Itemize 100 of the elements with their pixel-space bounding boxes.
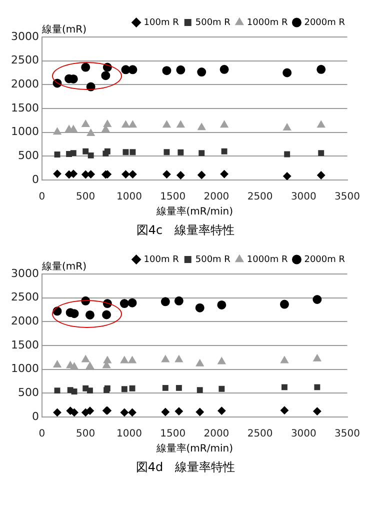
x-axis-title: 線量率(mR/min) [155, 206, 234, 218]
point [217, 300, 226, 310]
point [54, 388, 60, 394]
point [70, 362, 78, 370]
point [178, 149, 184, 156]
point [174, 296, 184, 306]
point [176, 120, 185, 128]
y-tick-label: 2500 [10, 54, 39, 67]
y-tick-label: 3000 [10, 30, 39, 43]
point [82, 148, 89, 154]
x-tick-label: 1000 [116, 192, 142, 203]
point [122, 120, 130, 128]
point [160, 297, 170, 306]
y-axis-title: 線量(mR) [40, 24, 87, 36]
point [162, 170, 171, 178]
point [314, 384, 320, 390]
y-tick-label: 1000 [10, 125, 39, 138]
x-tick-label: 1000 [116, 428, 142, 440]
y-tick-label: 2500 [10, 290, 39, 304]
point [81, 62, 90, 72]
x-tick-label: 3000 [290, 192, 316, 203]
x-tick-label: 2000 [204, 428, 230, 440]
point [82, 120, 90, 127]
point [122, 170, 130, 178]
point [161, 355, 170, 362]
y-tick-label: 1500 [10, 338, 39, 352]
legend-label: 100m R [144, 254, 179, 265]
x-tick-label: 1500 [160, 192, 186, 203]
point [176, 171, 185, 180]
point [220, 120, 228, 128]
point [129, 385, 136, 392]
x-axis-title: 線量率(mR/min) [155, 442, 234, 455]
point [195, 303, 204, 312]
point [282, 384, 288, 390]
y-tick-label: 2000 [10, 314, 39, 328]
point [198, 170, 206, 179]
point [280, 406, 288, 414]
point [174, 407, 183, 416]
point [128, 65, 138, 74]
point [176, 384, 182, 391]
point [317, 120, 326, 128]
point [103, 356, 112, 364]
x-tick-label: 3500 [334, 428, 360, 440]
point [130, 149, 136, 156]
legend-label: 1000m R [246, 254, 288, 265]
point [53, 128, 62, 135]
x-tick-label: 3500 [334, 192, 360, 203]
point [86, 388, 93, 394]
point [86, 129, 95, 136]
legend-label: 500m R [195, 254, 230, 265]
point [316, 64, 326, 74]
point [104, 148, 110, 154]
x-tick-label: 3000 [290, 428, 316, 440]
point [88, 152, 94, 158]
point [128, 170, 137, 178]
point [70, 150, 76, 156]
point [198, 123, 206, 130]
point [128, 120, 137, 128]
legend-label: 2000m R [304, 18, 346, 28]
point [282, 68, 292, 78]
text: 図4d 線量率特性 [134, 459, 236, 476]
point [280, 356, 288, 364]
y-axis-title: 線量(mR) [40, 262, 87, 273]
point [176, 65, 186, 74]
point [197, 68, 206, 77]
point [218, 406, 226, 415]
point [102, 310, 112, 320]
point [284, 151, 290, 158]
x-tick-label: 500 [76, 428, 96, 440]
legend-label: 2000m R [304, 254, 346, 265]
point [162, 66, 172, 76]
y-tick-label: 1000 [10, 362, 39, 376]
point [196, 408, 204, 416]
point [162, 384, 168, 391]
point [71, 388, 78, 394]
point [128, 356, 136, 364]
point [120, 299, 129, 308]
point [317, 171, 326, 180]
point [86, 362, 94, 369]
point [128, 298, 137, 308]
legend-label: 1000m R [246, 18, 288, 28]
point [312, 295, 322, 304]
point [103, 120, 112, 127]
point [283, 172, 292, 180]
point [120, 408, 128, 416]
point [174, 355, 183, 362]
y-tick-label: 2000 [10, 78, 39, 91]
point [280, 300, 289, 309]
y-tick-label: 3000 [10, 266, 39, 280]
point [283, 124, 292, 131]
x-tick-label: 2000 [204, 192, 230, 203]
point [220, 64, 229, 74]
y-tick-label: 0 [32, 410, 39, 423]
point [128, 408, 136, 416]
point [313, 407, 322, 416]
x-tick-label: 500 [76, 192, 96, 203]
point [53, 408, 62, 416]
point [162, 120, 171, 128]
text: 図4c 線量率特性 [135, 222, 236, 239]
point [218, 357, 226, 364]
